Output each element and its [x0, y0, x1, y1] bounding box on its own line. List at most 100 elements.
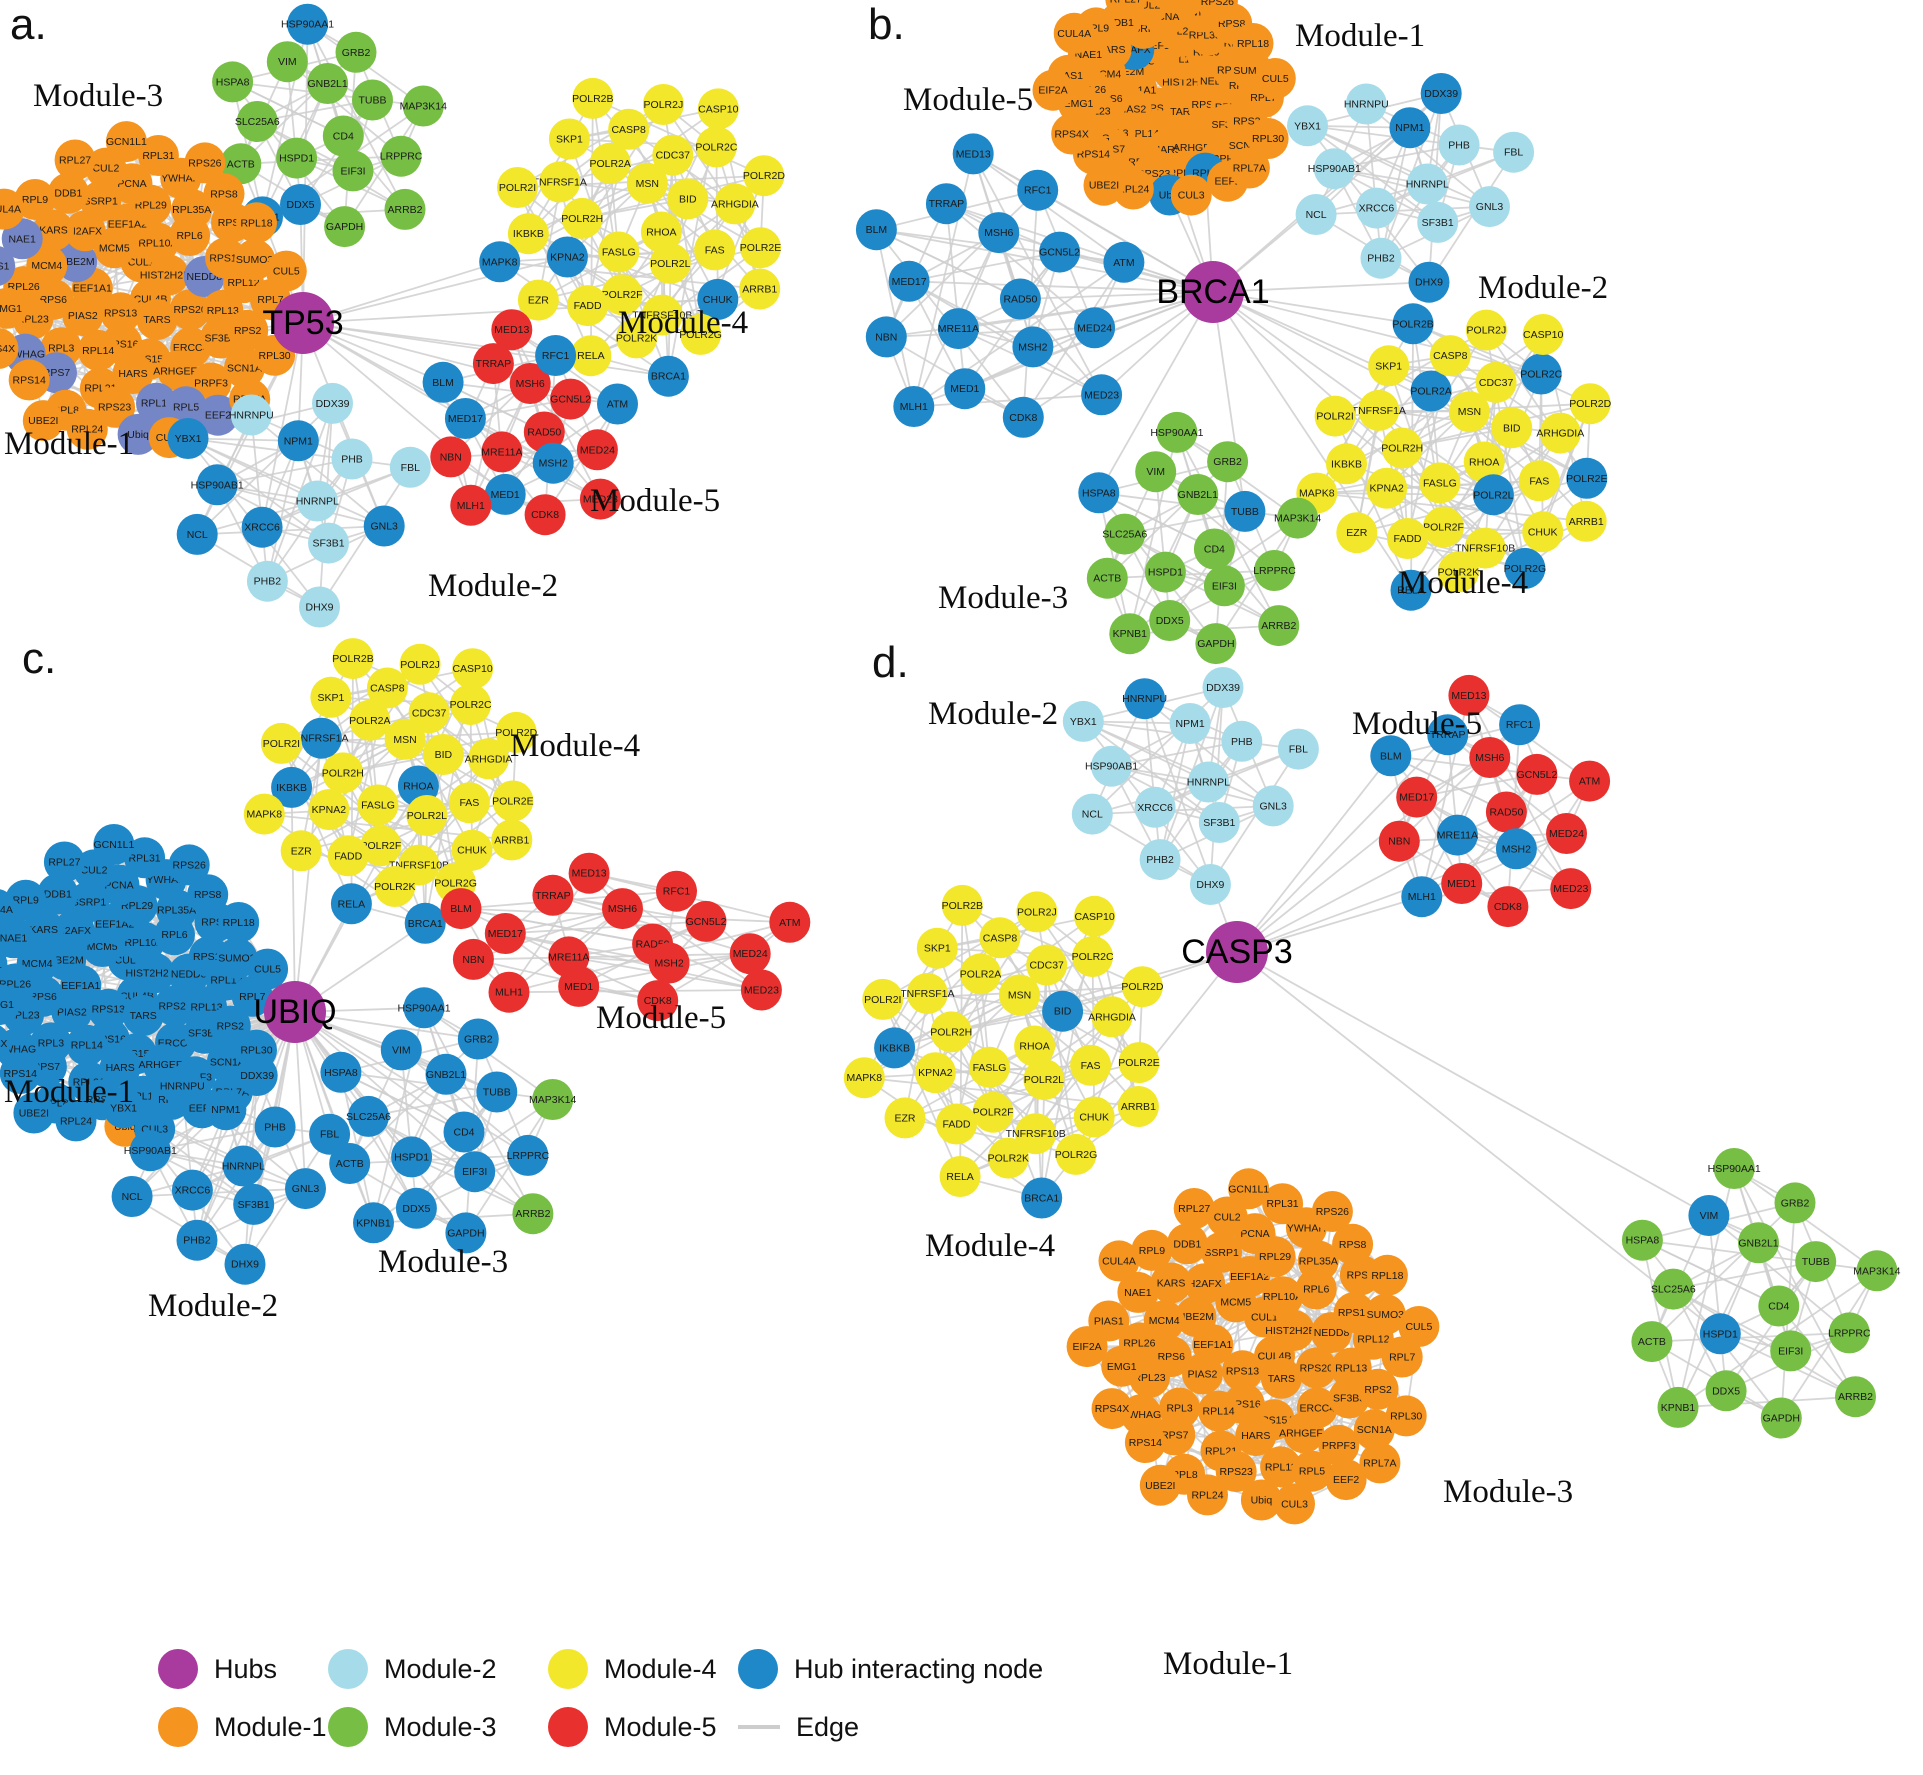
gene-label: POLR2C: [1520, 369, 1562, 381]
gene-node: [1083, 164, 1125, 206]
gene-node: [1081, 374, 1123, 416]
gene-label: ATM: [1113, 257, 1134, 269]
gene-label: HSPA8: [1626, 1235, 1660, 1247]
gene-label: CUL4A: [0, 904, 13, 916]
gene-node: [1429, 335, 1471, 377]
gene-node: [647, 355, 689, 397]
gene-node: [597, 383, 638, 425]
gene-node: [1023, 1059, 1065, 1100]
gene-node: [389, 446, 431, 488]
gene-label: POLR2E: [1566, 473, 1607, 485]
gene-label: POLR2B: [942, 900, 983, 912]
gene-node: [1254, 550, 1295, 591]
gene-node: [1441, 863, 1483, 904]
gene-label: SKP1: [1375, 360, 1402, 372]
gene-label: HSPD1: [279, 153, 314, 165]
gene-node: [327, 835, 369, 877]
gene-label: CUL1: [1251, 1312, 1278, 1324]
gene-label: MED1: [564, 981, 593, 993]
edge-line: [1212, 291, 1494, 496]
edge-line: [1212, 291, 1412, 591]
gene-node: [1262, 1276, 1304, 1318]
gene-node: [0, 188, 25, 230]
gene-node: [1448, 391, 1490, 433]
gene-label: ARRB1: [1569, 516, 1604, 528]
gene-label: CUL3: [1178, 190, 1205, 202]
gene-node: [1144, 551, 1186, 593]
gene-label: ARHGDIA: [465, 753, 513, 765]
gene-label: CASP10: [698, 103, 738, 115]
gene-label: RPS20: [173, 304, 206, 316]
gene-label: RPS14: [1129, 1437, 1162, 1449]
gene-node: [960, 953, 1001, 995]
edge-line: [1428, 151, 1515, 283]
gene-node: [1273, 1310, 1315, 1351]
gene-label: DDB1: [44, 889, 72, 901]
gene-label: HNRNPU: [1122, 693, 1167, 705]
edge-line: [302, 260, 500, 324]
gene-node: [137, 135, 179, 176]
gene-node: [234, 239, 276, 281]
gene-node: [176, 513, 218, 555]
gene-node: [312, 382, 353, 424]
gene-node: [1357, 1368, 1399, 1410]
gene-label: PCNA: [1240, 1228, 1269, 1240]
gene-label: HSP90AA1: [1708, 1163, 1761, 1175]
gene-node: [1437, 551, 1479, 593]
gene-label: GRB2: [464, 1034, 493, 1046]
gene-node: [1401, 876, 1443, 918]
gene-node: [1318, 1424, 1360, 1466]
gene-label: YBX1: [175, 433, 202, 445]
gene-node: [0, 889, 17, 930]
gene-label: RAD50: [527, 427, 561, 439]
gene-node: [271, 766, 313, 808]
gene-node: [1026, 944, 1068, 986]
gene-node: [0, 917, 34, 959]
gene-node: [129, 1130, 171, 1172]
gene-label: TNFRSF1A: [533, 177, 587, 189]
gene-node: [535, 335, 577, 376]
gene-label: CDC37: [656, 150, 691, 162]
edge-line: [1672, 1288, 1856, 1398]
gene-node: [265, 250, 307, 292]
gene-label: CASP10: [1074, 911, 1114, 923]
gene-node: [1463, 441, 1505, 483]
gene-node: [1131, 1229, 1173, 1271]
gene-label: MCM4: [1149, 1315, 1180, 1327]
gene-node: [979, 917, 1021, 959]
gene-node: [492, 780, 534, 822]
gene-label: HNRNPU: [160, 1081, 205, 1093]
hub-label: BRCA1: [1156, 273, 1269, 311]
edge-line: [657, 921, 791, 1002]
gene-label: GRB2: [1213, 456, 1242, 468]
legend-item-module-3: Module-3: [328, 1704, 497, 1750]
gene-label: BRCA1: [1024, 1193, 1059, 1205]
gene-node: [987, 1137, 1029, 1179]
gene-label: FAS: [1529, 475, 1549, 487]
gene-label: RPL30: [259, 350, 291, 362]
gene-label: KPNA2: [312, 804, 347, 816]
gene-label: RPL27: [1110, 0, 1142, 5]
hub-node: [1182, 261, 1244, 323]
gene-label: PIAS2: [1188, 1369, 1218, 1381]
gene-node: [468, 738, 509, 780]
gene-label: UBE2I: [28, 415, 58, 427]
gene-node: [579, 478, 621, 520]
gene-node: [300, 717, 342, 759]
gene-label: POLR2B: [1392, 318, 1433, 330]
gene-label: GNB2L1: [1178, 489, 1218, 501]
gene-label: YBX1: [1070, 716, 1097, 728]
gene-label: RPS6: [1158, 1351, 1186, 1363]
gene-label: RPL29: [135, 200, 167, 212]
gene-label: YWHAH: [1287, 1222, 1326, 1234]
gene-node: [399, 643, 441, 685]
gene-node: [1332, 1223, 1374, 1265]
gene-label: NBN: [875, 331, 897, 343]
gene-label: CDC37: [1479, 377, 1514, 389]
gene-node: [999, 974, 1040, 1016]
gene-node: [197, 394, 239, 436]
gene-node: [1166, 1223, 1208, 1265]
gene-node: [1098, 1240, 1140, 1282]
gene-node: [1565, 500, 1607, 542]
